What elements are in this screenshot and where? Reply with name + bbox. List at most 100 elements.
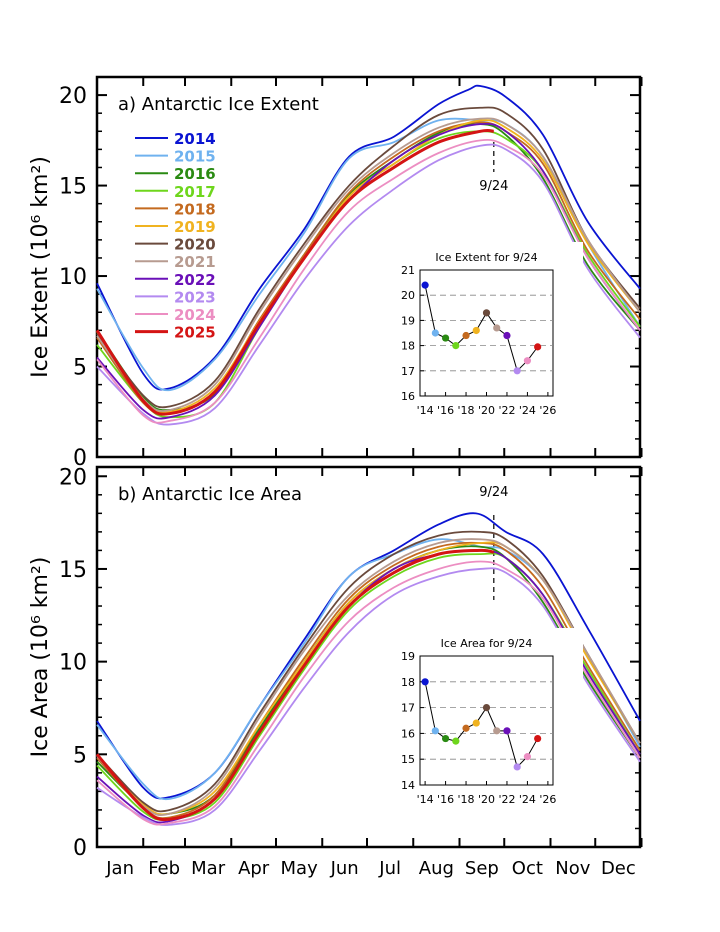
inset-point-2022	[503, 331, 511, 340]
inset-y-tick-label: 16	[401, 390, 415, 403]
inset-point-2020	[482, 704, 491, 712]
legend-label-2016: 2016	[174, 165, 216, 183]
y-tick-label: 5	[73, 743, 87, 768]
inset-y-tick-label: 14	[401, 779, 415, 792]
legend-label-2021: 2021	[174, 253, 216, 271]
inset-chart: Ice Area for 9/24141516171819'14'16'18'2…	[390, 628, 583, 821]
inset-point-2021	[493, 727, 501, 735]
series-line-2024	[96, 560, 641, 826]
series-line-2019	[96, 119, 641, 414]
y-tick-label: 5	[73, 356, 87, 381]
plot-frame	[95, 75, 642, 459]
legend-label-2025: 2025	[174, 324, 216, 342]
inset-y-tick-label: 18	[401, 340, 415, 353]
legend-label-2023: 2023	[174, 288, 216, 306]
inset-point-2024	[523, 753, 532, 761]
month-label-jul: Jul	[378, 858, 401, 879]
inset-x-tick-label: '26	[539, 793, 556, 806]
inset-y-tick-label: 15	[401, 753, 415, 766]
legend-label-2020: 2020	[174, 236, 216, 254]
panel-title: a) Antarctic Ice Extent	[118, 94, 319, 115]
inset-x-tick-label: '18	[458, 404, 475, 417]
inset-point-2014	[421, 281, 429, 289]
inset-x-tick-label: '22	[498, 404, 515, 417]
inset-point-2025	[534, 734, 542, 743]
inset-point-2025	[534, 343, 542, 351]
inset-x-tick-label: '18	[458, 793, 475, 806]
inset-point-2021	[493, 324, 501, 332]
inset-x-tick-label: '14	[417, 404, 434, 417]
legend-label-2024: 2024	[174, 306, 216, 324]
y-tick-label: 15	[59, 175, 87, 200]
series-line-2020	[96, 530, 641, 813]
y-tick-label: 20	[59, 84, 87, 109]
month-label-feb: Feb	[148, 858, 180, 879]
series-line-2023	[96, 567, 641, 826]
plot-frame	[95, 465, 642, 849]
inset-chart: Ice Extent for 9/24 16 17 18 19 20 21 '14'16 '18…	[390, 242, 583, 432]
inset-point-2024	[523, 357, 532, 365]
legend-label-2017: 2017	[174, 183, 216, 201]
inset-point-2017	[452, 342, 460, 350]
inset-x-tick-label: '24	[519, 793, 536, 806]
date-marker-label: 9/24	[479, 179, 508, 194]
series-line-2014	[96, 512, 641, 800]
inset-point-2023	[513, 367, 521, 375]
panel-a-ice-extent: 0 5 10 15 20 Ice Extent (10⁶ km²) a) Antarctic…	[28, 75, 643, 471]
month-label-nov: Nov	[555, 858, 590, 879]
inset-point-2015	[431, 329, 439, 337]
inset-x-tick-label: '14	[417, 793, 434, 806]
inset-point-2023	[513, 763, 521, 771]
month-label-dec: Dec	[601, 858, 636, 879]
inset-x-tick-label: '24	[519, 404, 536, 417]
y-tick-label: 10	[59, 651, 87, 676]
inset-x-tick-label: '22	[498, 793, 515, 806]
inset-point-2016	[441, 734, 450, 743]
inset-y-tick-label: 18	[401, 676, 415, 689]
inset-background	[390, 628, 583, 821]
inset-y-tick-label: 17	[401, 702, 415, 715]
series-line-2025	[95, 548, 495, 822]
panel-title: b) Antarctic Ice Area	[118, 484, 302, 505]
inset-y-tick-label: 16	[401, 727, 415, 740]
inset-point-2019	[472, 326, 480, 335]
legend-label-2015: 2015	[174, 148, 216, 166]
legend-label-2022: 2022	[174, 271, 216, 289]
series-line-2025	[95, 128, 494, 416]
legend-label-2018: 2018	[174, 200, 216, 218]
inset-y-tick-label: 17	[401, 365, 415, 378]
inset-x-tick-label: '20	[478, 404, 495, 417]
month-label-may: May	[281, 858, 319, 879]
inset-point-2015	[431, 727, 439, 735]
inset-x-tick-label: '16	[437, 793, 454, 806]
series-line-2014	[96, 84, 641, 391]
y-axis-label: Ice Extent (10⁶ km²)	[28, 156, 53, 378]
inset-y-tick-label: 19	[401, 314, 415, 327]
inset-point-2014	[421, 678, 429, 686]
y-tick-label: 0	[73, 836, 87, 861]
month-label-sep: Sep	[465, 858, 499, 879]
month-label-apr: Apr	[238, 858, 270, 879]
date-marker-label: 9/24	[479, 485, 508, 500]
y-tick-label: 10	[59, 265, 87, 290]
inset-background	[390, 242, 583, 432]
month-label-jan: Jan	[105, 858, 134, 879]
panel-b-ice-area: 0 5 10 15 20 Ice Area (10⁶ km²) b) Antarctic I…	[28, 465, 643, 861]
month-label-jun: Jun	[330, 858, 359, 879]
month-label-mar: Mar	[191, 858, 226, 879]
y-tick-label: 0	[73, 446, 87, 471]
inset-point-2017	[452, 737, 460, 745]
inset-title: Ice Area for 9/24	[441, 637, 533, 650]
inset-y-tick-label: 20	[401, 289, 415, 302]
inset-x-tick-label: '26	[539, 404, 556, 417]
legend-label-2014: 2014	[174, 130, 216, 148]
inset-point-2018	[462, 331, 470, 340]
series-line-2022	[96, 122, 641, 420]
series-line-2018	[96, 541, 641, 820]
series-line-2021	[96, 538, 641, 817]
inset-y-tick-label: 21	[401, 264, 415, 277]
series-line-2021	[96, 117, 641, 412]
series-line-2024	[96, 138, 641, 424]
y-axis-label: Ice Area (10⁶ km²)	[28, 557, 53, 758]
inset-point-2019	[472, 719, 480, 727]
